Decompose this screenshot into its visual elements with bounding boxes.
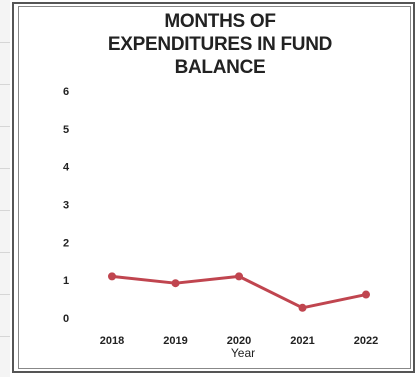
chart-title-line-3: BALANCE	[174, 57, 266, 78]
chart-frame-outer	[12, 2, 415, 373]
x-tick-label: 2020	[227, 335, 251, 347]
chart-title-line-2: EXPENDITURES IN FUND	[107, 34, 333, 55]
left-margin-strip	[0, 0, 10, 377]
chart-frame-inner	[18, 6, 411, 369]
series-line	[111, 274, 367, 310]
y-tick-label: 4	[63, 162, 70, 174]
y-tick-label: 1	[63, 275, 69, 287]
y-tick-label: 0	[63, 313, 69, 325]
chart-title: MONTHS OF EXPENDITURES IN FUND BALANCE	[40, 10, 400, 79]
x-axis-label: Year	[231, 346, 255, 360]
chart-title-line-1: MONTHS OF	[164, 11, 276, 32]
x-tick-label: 2019	[163, 335, 187, 347]
data-point	[108, 272, 116, 281]
y-tick-label: 3	[63, 200, 69, 212]
data-point	[171, 279, 180, 288]
data-point	[235, 272, 243, 281]
data-point	[362, 290, 370, 299]
x-tick-label: 2018	[100, 335, 124, 347]
x-tick-label: 2021	[290, 335, 314, 347]
x-axis-ticks: 2018 2019 2020 2021 2022	[100, 335, 378, 347]
y-tick-label: 2	[63, 237, 69, 249]
data-point	[298, 303, 307, 312]
series-layer	[108, 272, 370, 312]
y-axis-ticks: 0 1 2 3 4 5 6	[63, 86, 70, 325]
x-tick-label: 2022	[354, 335, 378, 347]
y-tick-label: 6	[63, 86, 69, 98]
y-tick-label: 5	[63, 124, 69, 136]
